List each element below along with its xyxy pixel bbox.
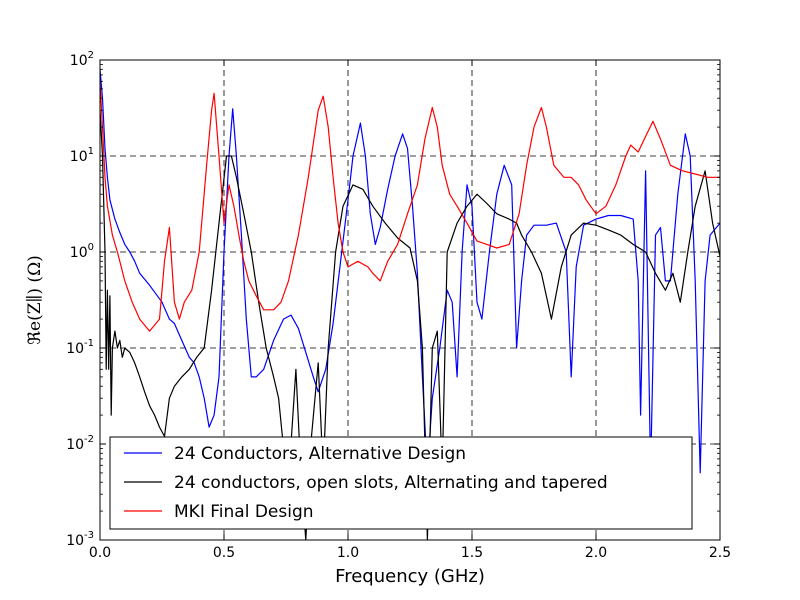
x-tick-label: 1.5	[461, 545, 483, 561]
x-tick-label: 2.5	[709, 545, 731, 561]
y-tick-label: 10-1	[66, 338, 94, 357]
series-line-1	[100, 69, 720, 474]
legend-label-3: MKI Final Design	[174, 502, 314, 522]
series-lines	[100, 69, 720, 540]
series-line-3	[100, 81, 720, 332]
y-tick-label: 100	[70, 242, 94, 261]
legend: 24 Conductors, Alternative Design 24 cond…	[109, 436, 693, 530]
x-axis-label: Frequency (GHz)	[335, 566, 485, 587]
x-tick-label: 2.0	[585, 545, 607, 561]
axis-ticks: 0.0 0.5 1.0 1.5 2.0 2.5 10-3 10-2 10-1 100 101 102	[66, 50, 731, 561]
x-tick-label: 0.0	[89, 545, 111, 561]
plot-frame	[99, 59, 721, 541]
y-tick-label: 10-3	[66, 530, 94, 549]
legend-box	[109, 436, 693, 530]
y-axis-label: ℜe(Z∥) (Ω)	[25, 255, 45, 345]
y-tick-label: 101	[70, 146, 94, 165]
legend-label-1: 24 Conductors, Alternative Design	[174, 444, 466, 464]
x-tick-label: 1.0	[337, 545, 359, 561]
series-line-2	[100, 110, 720, 540]
x-tick-label: 0.5	[213, 545, 235, 561]
y-tick-label: 102	[70, 50, 94, 69]
legend-label-2: 24 conductors, open slots, Alternating a…	[174, 473, 608, 493]
y-tick-label: 10-2	[66, 434, 94, 453]
